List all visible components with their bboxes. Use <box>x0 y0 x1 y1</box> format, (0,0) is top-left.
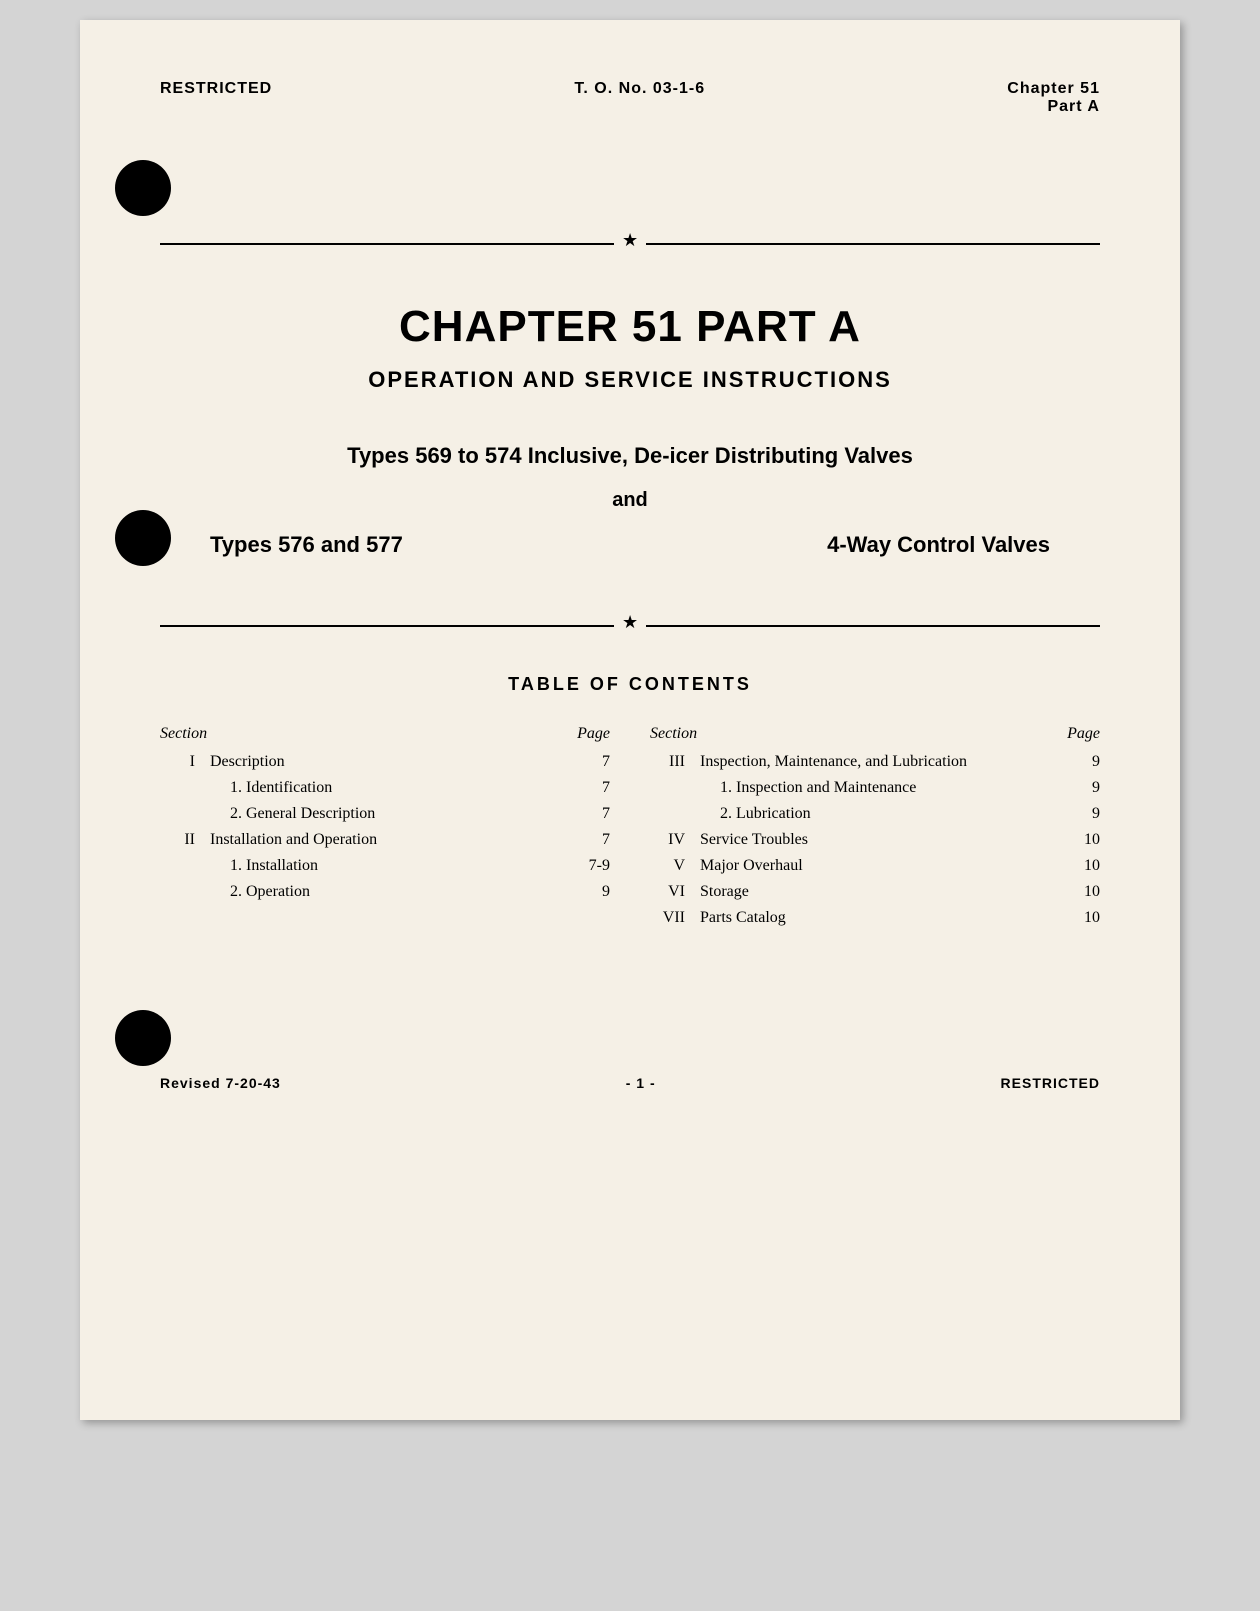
punch-hole <box>115 1010 171 1066</box>
toc-header: Section Page <box>160 725 610 743</box>
toc-header-section: Section <box>650 725 697 743</box>
toc-page-number: 7-9 <box>570 857 610 875</box>
punch-hole <box>115 160 171 216</box>
chapter-title: CHAPTER 51 PART A <box>160 302 1100 352</box>
footer-revised: Revised 7-20-43 <box>160 1075 281 1091</box>
toc-header-section: Section <box>160 725 207 743</box>
toc-section-number: VII <box>650 909 700 927</box>
star-icon <box>622 236 638 252</box>
toc-entry-text: Service Troubles <box>700 831 1060 849</box>
toc-entry-text: Description <box>210 753 570 771</box>
toc-entry-text: Installation and Operation <box>210 831 570 849</box>
toc-entry-text: 1. Identification <box>210 779 570 797</box>
divider-line <box>646 243 1100 245</box>
toc-page-number: 9 <box>1060 779 1100 797</box>
toc-row: 1. Inspection and Maintenance9 <box>650 779 1100 797</box>
document-page: RESTRICTED T. O. No. 03-1-6 Chapter 51 P… <box>80 20 1180 1420</box>
header-part: Part A <box>1007 98 1100 116</box>
toc-entry-text: 1. Inspection and Maintenance <box>700 779 1060 797</box>
toc-section-number <box>160 779 210 797</box>
toc-section-number: III <box>650 753 700 771</box>
toc-row: IIInstallation and Operation7 <box>160 831 610 849</box>
toc-section-number <box>160 857 210 875</box>
divider-line <box>160 625 614 627</box>
toc-header: Section Page <box>650 725 1100 743</box>
page-header: RESTRICTED T. O. No. 03-1-6 Chapter 51 P… <box>160 80 1100 116</box>
description-line2: Types 576 and 577 4-Way Control Valves <box>160 532 1100 558</box>
toc-row: IIIInspection, Maintenance, and Lubricat… <box>650 753 1100 771</box>
toc-page-number: 9 <box>570 883 610 901</box>
toc-entry-text: 2. General Description <box>210 805 570 823</box>
toc-entry-text: 1. Installation <box>210 857 570 875</box>
toc-page-number: 10 <box>1060 883 1100 901</box>
toc-title: TABLE OF CONTENTS <box>160 674 1100 695</box>
punch-hole <box>115 510 171 566</box>
toc-page-number: 9 <box>1060 805 1100 823</box>
star-icon <box>622 618 638 634</box>
toc-header-page: Page <box>1067 725 1100 743</box>
toc-entry-text: Storage <box>700 883 1060 901</box>
footer-classification: RESTRICTED <box>1001 1075 1100 1091</box>
toc-row: IDescription7 <box>160 753 610 771</box>
types-right: 4-Way Control Valves <box>827 532 1050 558</box>
toc-section-number <box>160 805 210 823</box>
toc-page-number: 10 <box>1060 909 1100 927</box>
divider-bottom <box>160 618 1100 634</box>
toc-page-number: 9 <box>1060 753 1100 771</box>
toc-row: VMajor Overhaul10 <box>650 857 1100 875</box>
toc-entry-text: 2. Lubrication <box>700 805 1060 823</box>
toc-right-column: Section Page IIIInspection, Maintenance,… <box>650 725 1100 935</box>
toc-row: 2. Operation9 <box>160 883 610 901</box>
toc-row: 1. Identification7 <box>160 779 610 797</box>
header-to-number: T. O. No. 03-1-6 <box>574 80 705 98</box>
toc-row: 2. General Description7 <box>160 805 610 823</box>
description-line1: Types 569 to 574 Inclusive, De-icer Dist… <box>160 443 1100 469</box>
header-chapter-ref: Chapter 51 Part A <box>1007 80 1100 116</box>
toc-section-number: I <box>160 753 210 771</box>
footer-page-num: - 1 - <box>626 1075 656 1091</box>
toc-section-number <box>650 805 700 823</box>
toc-section-number: V <box>650 857 700 875</box>
toc-container: Section Page IDescription71. Identificat… <box>160 725 1100 935</box>
toc-page-number: 7 <box>570 831 610 849</box>
divider-top <box>160 236 1100 252</box>
header-classification: RESTRICTED <box>160 80 272 98</box>
toc-section-number <box>160 883 210 901</box>
divider-line <box>646 625 1100 627</box>
toc-left-column: Section Page IDescription71. Identificat… <box>160 725 610 935</box>
toc-section-number: VI <box>650 883 700 901</box>
header-chapter: Chapter 51 <box>1007 80 1100 98</box>
toc-page-number: 10 <box>1060 831 1100 849</box>
toc-entry-text: 2. Operation <box>210 883 570 901</box>
description-and: and <box>160 489 1100 512</box>
types-left: Types 576 and 577 <box>210 532 403 558</box>
toc-header-page: Page <box>577 725 610 743</box>
toc-page-number: 7 <box>570 779 610 797</box>
toc-section-number <box>650 779 700 797</box>
toc-page-number: 7 <box>570 805 610 823</box>
toc-page-number: 7 <box>570 753 610 771</box>
toc-entry-text: Inspection, Maintenance, and Lubrication <box>700 753 1060 771</box>
divider-line <box>160 243 614 245</box>
toc-row: 1. Installation7-9 <box>160 857 610 875</box>
toc-section-number: II <box>160 831 210 849</box>
toc-row: VIStorage10 <box>650 883 1100 901</box>
toc-entry-text: Parts Catalog <box>700 909 1060 927</box>
toc-section-number: IV <box>650 831 700 849</box>
title-section: CHAPTER 51 PART A OPERATION AND SERVICE … <box>160 302 1100 558</box>
toc-row: IVService Troubles10 <box>650 831 1100 849</box>
toc-row: 2. Lubrication9 <box>650 805 1100 823</box>
toc-entry-text: Major Overhaul <box>700 857 1060 875</box>
toc-row: VIIParts Catalog10 <box>650 909 1100 927</box>
toc-page-number: 10 <box>1060 857 1100 875</box>
page-footer: Revised 7-20-43 - 1 - RESTRICTED <box>160 1075 1100 1091</box>
subtitle: OPERATION AND SERVICE INSTRUCTIONS <box>160 367 1100 393</box>
